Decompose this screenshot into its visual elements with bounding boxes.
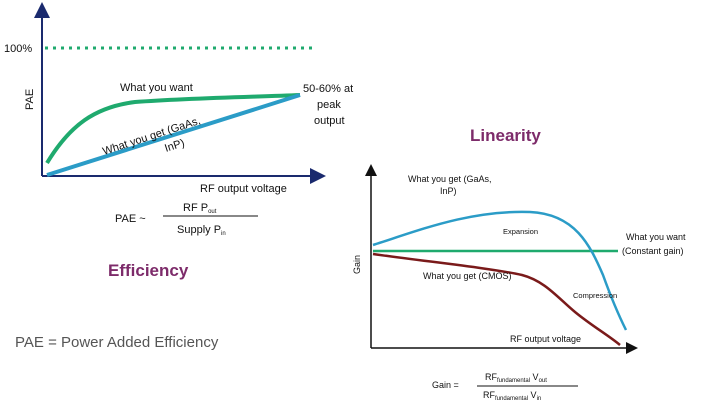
what-you-get-label-1: What you get (GaAs, — [101, 115, 202, 158]
peak-label-3: output — [314, 115, 345, 127]
pae-formula-lhs: PAE ~ — [115, 213, 146, 225]
pae-caption: PAE = Power Added Efficiency — [15, 334, 219, 351]
constant-gain-label-1: What you want — [626, 232, 686, 242]
linearity-x-axis-label: RF output voltage — [510, 334, 581, 344]
constant-gain-label-2: (Constant gain) — [622, 246, 684, 256]
compression-label: Compression — [573, 291, 617, 300]
what-you-want-label: What you want — [120, 82, 193, 94]
peak-label-2: peak — [317, 99, 341, 111]
gain-axis-label: Gain — [352, 255, 362, 274]
linearity-get-label-1: What you get (GaAs, — [408, 174, 492, 184]
peak-label-1: 50-60% at — [303, 83, 353, 95]
gain-formula-lhs: Gain = — [432, 380, 459, 390]
hundred-percent-label: 100% — [4, 43, 32, 55]
pae-formula-num: RF Pout — [183, 202, 217, 215]
pae-axis-label: PAE — [24, 89, 36, 110]
efficiency-x-axis-label: RF output voltage — [200, 183, 287, 195]
expansion-label: Expansion — [503, 227, 538, 236]
gain-formula-den: RFfundamental Vin — [483, 390, 541, 402]
what-you-get-label-2: InP) — [163, 137, 186, 155]
linearity-plot: Linearity Gain What you get (GaAs, InP) … — [352, 126, 686, 402]
what-you-get-line — [46, 93, 301, 177]
what-you-want-curve — [45, 93, 301, 165]
efficiency-plot: PAE 100% What you want What you get (GaA… — [4, 2, 353, 351]
linearity-get-label-2: InP) — [440, 186, 457, 196]
cmos-label: What you get (CMOS) — [423, 271, 512, 281]
pae-formula-den: Supply Pin — [177, 224, 226, 237]
cmos-gain-curve — [372, 252, 621, 346]
linearity-title: Linearity — [470, 126, 541, 145]
gain-formula-num: RFfundamental Vout — [485, 372, 547, 384]
efficiency-title: Efficiency — [108, 261, 189, 280]
gaas-gain-curve — [372, 210, 628, 331]
